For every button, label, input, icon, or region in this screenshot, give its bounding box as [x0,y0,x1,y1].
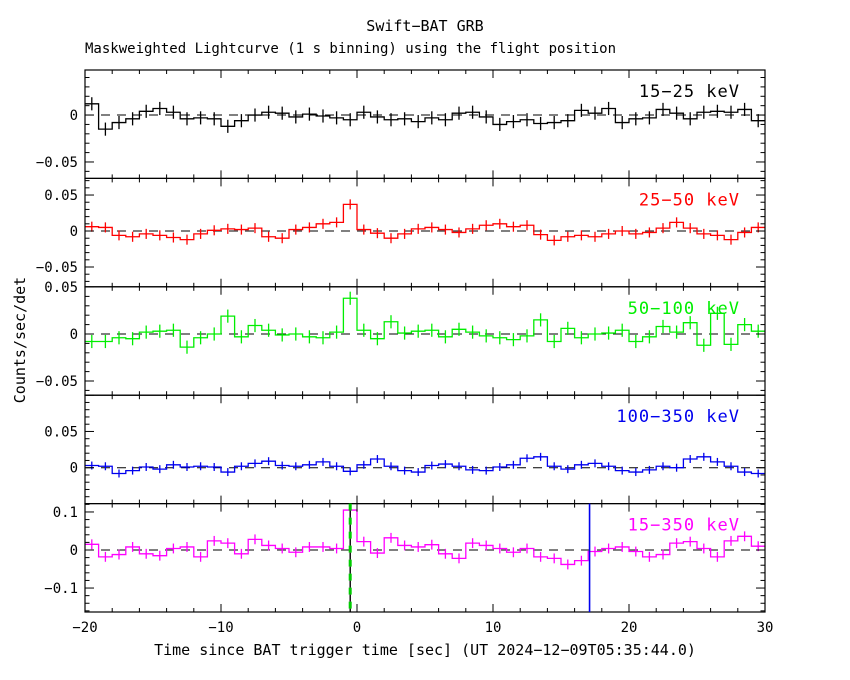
lightcurve-steps [85,297,765,348]
y-tick-label: 0 [70,224,78,240]
axis-ticks [84,70,766,179]
panel-border [84,503,766,613]
energy-band-label: 50−100 keV [628,299,740,319]
y-tick-label: −0.05 [36,260,78,276]
y-tick-label: 0 [70,543,78,559]
axis-ticks [84,178,766,287]
error-bars [91,505,759,570]
y-tick-label: 0 [70,461,78,477]
x-tick-label: 30 [757,620,774,636]
energy-band-label: 15−25 keV [639,82,740,102]
x-tick-label: 0 [353,620,361,636]
panel-15-25-keV: 0 −0.05 15−25 keV [36,69,766,180]
error-bars [91,199,759,246]
error-bars [91,291,759,354]
y-tick-label: −0.1 [44,581,78,597]
y-tick-label: −0.05 [36,155,78,171]
y-tick-label: 0.05 [44,188,78,204]
y-tick-label: 0.05 [44,424,78,440]
error-bars [91,97,759,136]
y-tick-label: 0 [70,108,78,124]
page-title: Swift−BAT GRB [366,17,484,35]
error-bars [91,452,759,478]
energy-band-label: 100−350 keV [616,407,740,427]
panel-25-50-keV: 0.05 0 −0.05 25−50 keV [36,177,766,288]
panel-15-350-keV: 0.1 0 −0.1 15−350 keV [44,503,766,613]
y-tick-label: −0.05 [36,374,78,390]
panel-100-350-keV: 0.05 0 100−350 keV [44,394,766,505]
y-tick-label: 0.05 [44,280,78,296]
axis-ticks [84,503,766,612]
energy-band-label: 15−350 keV [628,516,740,536]
y-tick-label: 0.1 [53,505,78,521]
energy-band-label: 25−50 keV [639,190,740,210]
x-tick-label: 20 [621,620,638,636]
x-tick-label: 10 [485,620,502,636]
lightcurve-steps [85,509,765,566]
panel-50-100-keV: 0.05 0 −0.05 50−100 keV [36,280,766,396]
x-tick-label: −20 [72,620,97,636]
page-subtitle: Maskweighted Lightcurve (1 s binning) us… [85,41,617,57]
x-tick-label: −10 [208,620,233,636]
y-tick-label: 0 [70,327,78,343]
x-axis-label: Time since BAT trigger time [sec] (UT 20… [154,641,696,659]
